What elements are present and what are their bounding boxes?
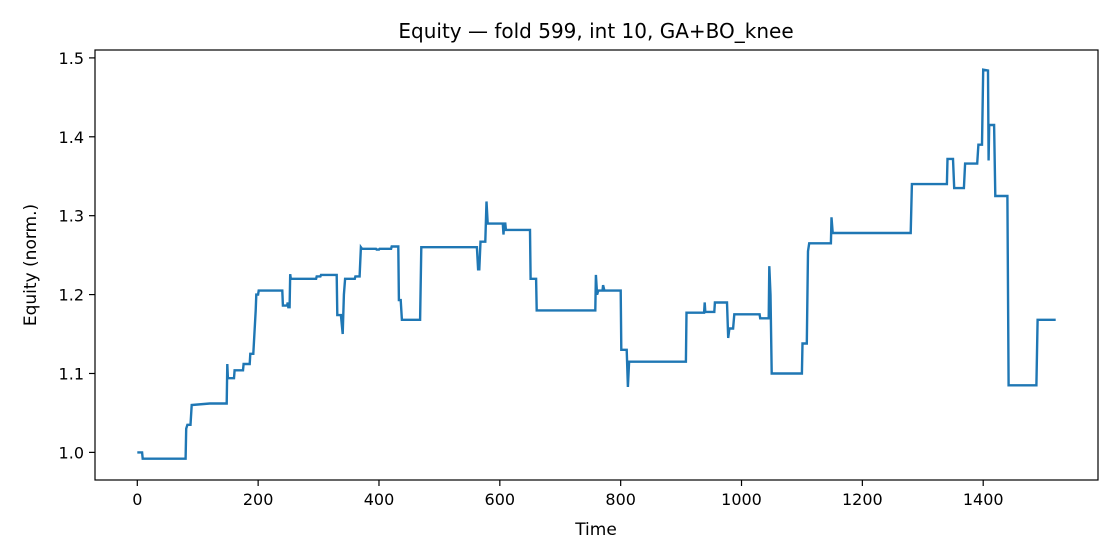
x-tick-label: 1200 — [842, 490, 883, 509]
y-axis-label: Equity (norm.) — [21, 204, 41, 326]
y-tick-label: 1.4 — [59, 128, 84, 147]
x-tick-label: 1000 — [721, 490, 762, 509]
x-tick-label: 600 — [485, 490, 516, 509]
x-axis-label: Time — [574, 520, 617, 540]
x-axis: 0 200 400 600 800 1000 1200 1400 — [132, 480, 1004, 509]
x-tick-label: 800 — [605, 490, 636, 509]
x-tick-label: 200 — [243, 490, 274, 509]
y-tick-label: 1.1 — [59, 364, 84, 383]
equity-series-line — [137, 68, 1056, 460]
y-tick-label: 1.2 — [59, 286, 84, 305]
y-tick-label: 1.3 — [59, 207, 84, 226]
x-tick-label: 0 — [132, 490, 142, 509]
y-tick-label: 1.0 — [59, 443, 84, 462]
chart-title: Equity — fold 599, int 10, GA+BO_knee — [398, 19, 793, 43]
plot-area — [94, 49, 1099, 481]
y-tick-label: 1.5 — [59, 49, 84, 68]
plot-frame — [94, 49, 1099, 481]
x-tick-label: 400 — [364, 490, 395, 509]
y-axis: 1.0 1.1 1.2 1.3 1.4 1.5 — [59, 49, 95, 462]
x-tick-label: 1400 — [963, 490, 1004, 509]
